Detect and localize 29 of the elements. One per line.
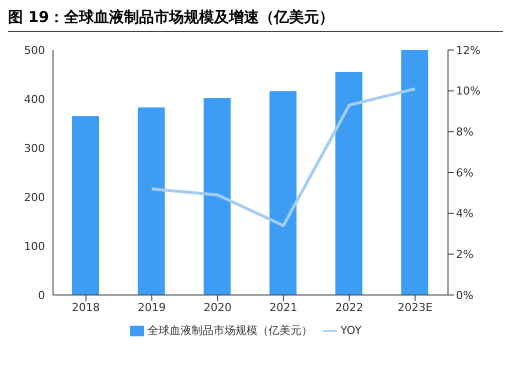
y-tick-label: 200 [24,190,45,204]
legend-label: 全球血液制品市场规模（亿美元） [148,324,313,337]
y2-tick-label: 10% [456,84,480,98]
y-tick-label: 0 [38,288,45,302]
y-tick-label: 300 [24,142,45,155]
bar [401,50,428,295]
y-tick-label: 400 [24,92,45,106]
line-series [150,87,417,228]
x-tick-label: 2021 [269,300,298,314]
x-tick-label: 2022 [335,300,364,314]
y2-tick-label: 12% [456,44,480,57]
bar [138,107,165,295]
y2-tick-label: 4% [456,207,474,220]
x-tick-label: 2019 [138,300,166,314]
chart-title: 图 19：全球血液制品市场规模及增速（亿美元） [8,8,503,32]
bar [204,98,231,295]
x-tick-label: 2018 [72,300,100,314]
y-tick-label: 100 [24,240,45,253]
legend-label: YOY [340,324,362,337]
y2-tick-label: 2% [456,248,474,262]
y2-tick-label: 8% [456,126,474,139]
y-tick-label: 500 [24,44,45,57]
y2-tick-label: 6% [456,166,474,180]
y2-tick-label: 0% [456,288,474,302]
bar [335,72,362,295]
bar [72,116,99,295]
x-tick-label: 2020 [204,300,232,314]
bar [270,91,296,295]
x-tick-label: 2023E [398,300,433,314]
